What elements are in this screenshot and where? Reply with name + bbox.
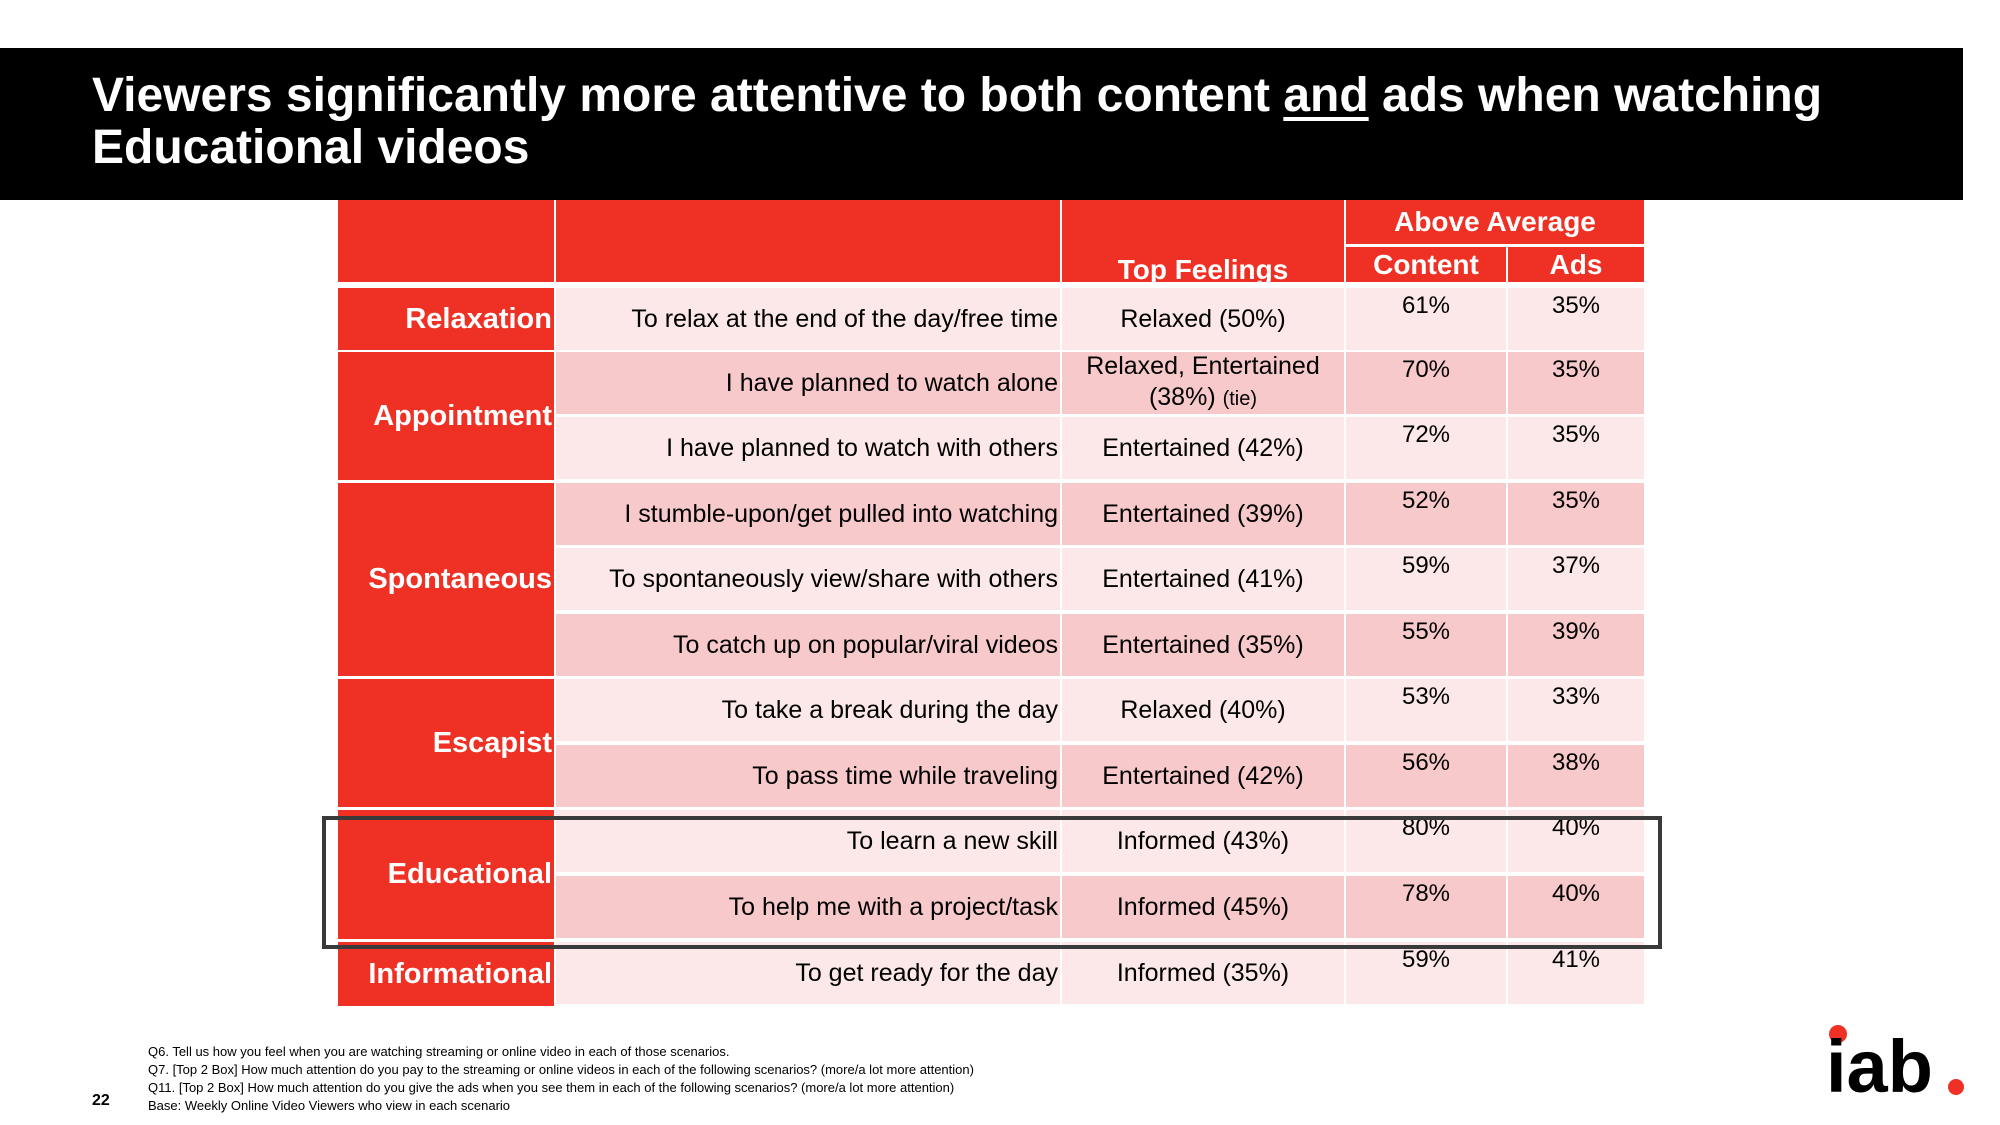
footnote-q11: Q11. [Top 2 Box] How much attention do y… <box>148 1080 955 1095</box>
top-feeling-text: Informed (35%) <box>1116 958 1290 987</box>
top-feeling-cell: Informed (43%) <box>1062 810 1344 872</box>
scenario-cell: To spontaneously view/share with others <box>556 548 1060 610</box>
iab-logo: iab <box>1826 1025 1964 1100</box>
ads-attention-cell: 41% <box>1508 942 1644 1004</box>
scenario-table: Top Feelings Above Average Content Ads R… <box>338 200 1644 1006</box>
tie-note: (tie) <box>1222 388 1258 410</box>
top-feeling-cell: Informed (35%) <box>1062 942 1344 1004</box>
top-feeling-text: Informed (43%) <box>1116 826 1290 855</box>
top-feeling-cell: Informed (45%) <box>1062 876 1344 938</box>
top-feeling-text: Entertained (39%) <box>1102 499 1304 528</box>
content-attention-cell: 53% <box>1346 679 1506 741</box>
footnote-q6: Q6. Tell us how you feel when you are wa… <box>148 1044 730 1059</box>
ads-attention-cell: 38% <box>1508 745 1644 807</box>
title-emphasis: and <box>1283 69 1369 122</box>
educational-highlight-box <box>322 816 1662 949</box>
page-number: 22 <box>92 1092 110 1109</box>
ads-attention-cell: 37% <box>1508 548 1644 610</box>
scenario-cell: To pass time while traveling <box>556 745 1060 807</box>
top-feeling-text: Relaxed, Entertained (38%) <box>1086 352 1320 411</box>
scenario-cell: To relax at the end of the day/free time <box>556 288 1060 350</box>
content-attention-cell: 52% <box>1346 483 1506 545</box>
content-attention-cell: 78% <box>1346 876 1506 938</box>
content-attention-cell: 59% <box>1346 548 1506 610</box>
header-above-average: Above Average <box>1346 200 1644 244</box>
ads-attention-cell: 35% <box>1508 288 1644 350</box>
footnote-q7: Q7. [Top 2 Box] How much attention do yo… <box>148 1062 974 1077</box>
top-feeling-text: Entertained (42%) <box>1102 761 1304 790</box>
header-blank-category <box>338 200 554 282</box>
content-attention-cell: 55% <box>1346 614 1506 676</box>
logo-text: iab <box>1826 1025 1933 1100</box>
top-feeling-text: Relaxed (50%) <box>1120 304 1286 333</box>
category-informational: Informational <box>338 942 554 1006</box>
top-feeling-cell: Relaxed, Entertained (38%) (tie) <box>1062 352 1344 414</box>
scenario-cell: I stumble-upon/get pulled into watching <box>556 483 1060 545</box>
top-feeling-cell: Entertained (39%) <box>1062 483 1344 545</box>
top-feeling-cell: Entertained (35%) <box>1062 614 1344 676</box>
scenario-cell: To catch up on popular/viral videos <box>556 614 1060 676</box>
top-feeling-text: Entertained (41%) <box>1102 564 1304 593</box>
logo-dot-end <box>1948 1079 1964 1095</box>
ads-attention-cell: 33% <box>1508 679 1644 741</box>
footnote-base: Base: Weekly Online Video Viewers who vi… <box>148 1098 511 1113</box>
content-attention-cell: 70% <box>1346 352 1506 414</box>
scenario-cell: To get ready for the day <box>556 942 1060 1004</box>
ads-attention-cell: 35% <box>1508 483 1644 545</box>
category-appointment: Appointment <box>338 352 554 480</box>
scenario-cell: To learn a new skill <box>556 810 1060 872</box>
ads-attention-cell: 35% <box>1508 352 1644 414</box>
title-bar <box>0 48 1963 200</box>
ads-attention-cell: 40% <box>1508 876 1644 938</box>
top-feeling-cell: Entertained (42%) <box>1062 417 1344 479</box>
footnotes: Q6. Tell us how you feel when you are wa… <box>148 1043 974 1115</box>
category-educational: Educational <box>338 810 554 939</box>
content-attention-cell: 59% <box>1346 942 1506 1004</box>
scenario-cell: I have planned to watch alone <box>556 352 1060 414</box>
top-feeling-text: Entertained (35%) <box>1102 630 1304 659</box>
content-attention-cell: 72% <box>1346 417 1506 479</box>
scenario-cell: I have planned to watch with others <box>556 417 1060 479</box>
top-feeling-text: Relaxed (40%) <box>1120 695 1286 724</box>
header-ads: Ads <box>1508 247 1644 282</box>
scenario-cell: To take a break during the day <box>556 679 1060 741</box>
scenario-cell: To help me with a project/task <box>556 876 1060 938</box>
top-feeling-cell: Relaxed (50%) <box>1062 288 1344 350</box>
slide-title: Viewers significantly more attentive to … <box>92 69 1823 174</box>
ads-attention-cell: 39% <box>1508 614 1644 676</box>
top-feeling-cell: Entertained (42%) <box>1062 745 1344 807</box>
content-attention-cell: 56% <box>1346 745 1506 807</box>
top-feeling-text: Informed (45%) <box>1116 892 1290 921</box>
header-blank-scenario <box>556 200 1060 282</box>
category-escapist: Escapist <box>338 679 554 807</box>
logo-dot-top <box>1829 1025 1847 1043</box>
top-feeling-cell: Entertained (41%) <box>1062 548 1344 610</box>
top-feeling-text: Entertained (42%) <box>1102 433 1304 462</box>
content-attention-cell: 61% <box>1346 288 1506 350</box>
header-content: Content <box>1346 247 1506 282</box>
category-relaxation: Relaxation <box>338 288 554 350</box>
category-spontaneous: Spontaneous <box>338 483 554 676</box>
ads-attention-cell: 35% <box>1508 417 1644 479</box>
top-feeling-cell: Relaxed (40%) <box>1062 679 1344 741</box>
header-top-feelings: Top Feelings <box>1062 200 1344 285</box>
